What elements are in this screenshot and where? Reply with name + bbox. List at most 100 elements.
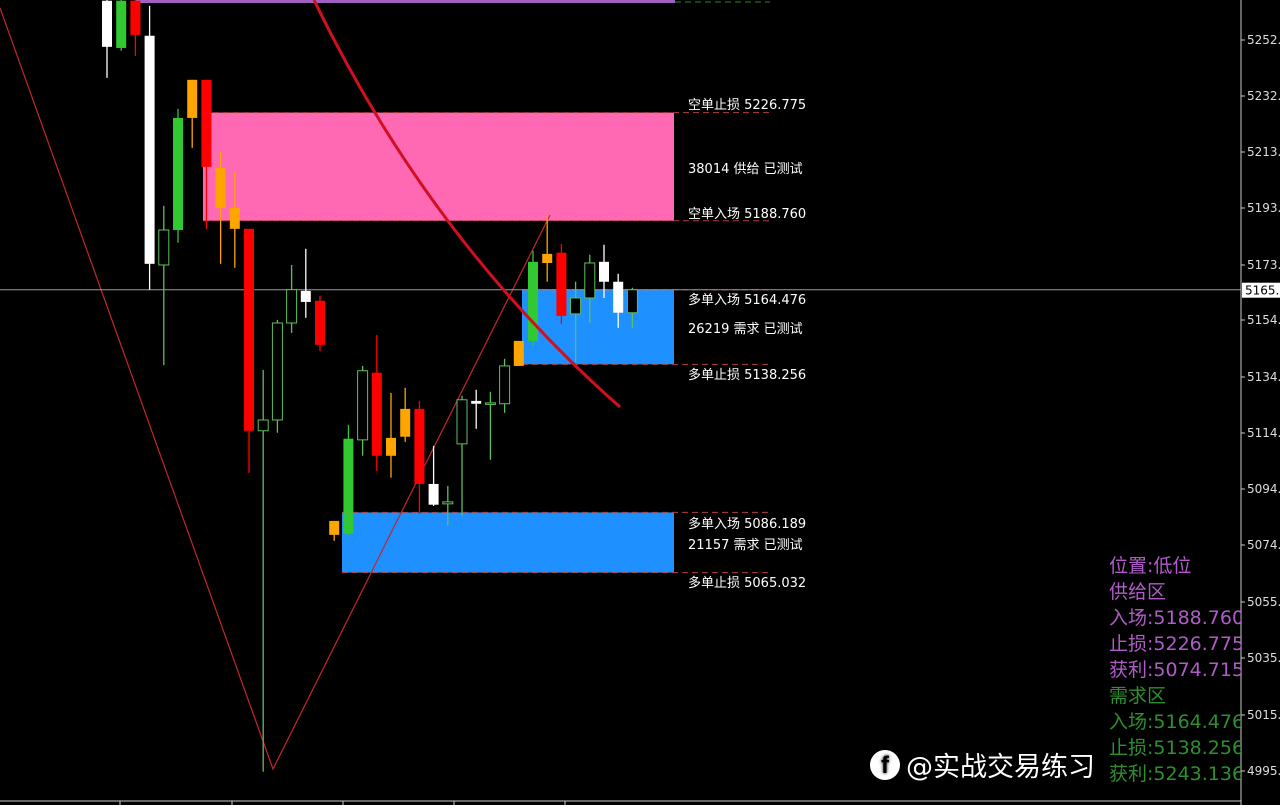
candle bbox=[414, 400, 425, 514]
supply-title: 供给区 bbox=[1109, 581, 1167, 603]
candle-body bbox=[371, 372, 382, 456]
candle-body bbox=[556, 252, 567, 316]
candle-body bbox=[428, 483, 439, 505]
candle bbox=[187, 79, 198, 148]
candle bbox=[499, 358, 511, 413]
price-axis-label: 5074. bbox=[1247, 538, 1280, 552]
zone-label: 空单止损 5226.775 bbox=[688, 98, 806, 113]
candle bbox=[542, 215, 553, 282]
candle-body bbox=[201, 79, 212, 167]
demand-target: 获利:5243.136 bbox=[1109, 763, 1241, 785]
candle-body bbox=[357, 370, 369, 441]
zone-label: 多单止损 5065.032 bbox=[688, 575, 806, 591]
candle bbox=[371, 334, 382, 471]
candle-body bbox=[471, 400, 482, 404]
supply-entry: 入场:5188.760 bbox=[1109, 607, 1241, 629]
current-price-badge bbox=[1242, 282, 1280, 298]
candle bbox=[144, 5, 155, 290]
price-axis-label: 5015. bbox=[1247, 708, 1280, 722]
price-axis-label: 5055. bbox=[1247, 595, 1280, 609]
candle bbox=[528, 250, 538, 346]
price-axis-label: 5154. bbox=[1247, 313, 1280, 327]
zone-label: 多单入场 5164.476 bbox=[688, 292, 806, 308]
candle bbox=[229, 171, 240, 268]
zone-label: 38014 供给 已测试 bbox=[688, 162, 803, 177]
candle-body bbox=[329, 520, 340, 535]
candle-body bbox=[400, 408, 411, 437]
price-axis-label: 5213. bbox=[1247, 145, 1280, 159]
candle bbox=[286, 264, 298, 333]
candle-body bbox=[343, 438, 354, 534]
current-price-label: 5165. bbox=[1245, 284, 1279, 298]
candle bbox=[626, 287, 638, 328]
position-text: 位置:低位 bbox=[1109, 555, 1192, 577]
watermark: f @实战交易练习 bbox=[870, 745, 1095, 784]
price-axis-label: 4995. bbox=[1247, 764, 1280, 778]
candle bbox=[471, 389, 482, 429]
candle-body bbox=[187, 79, 198, 118]
candle-body bbox=[528, 261, 538, 341]
candle-body bbox=[158, 229, 170, 266]
candle-body bbox=[116, 0, 127, 48]
candle-body bbox=[542, 253, 553, 263]
candle bbox=[556, 243, 567, 324]
candle-body bbox=[286, 289, 298, 324]
candle bbox=[599, 244, 609, 298]
candle bbox=[456, 395, 468, 516]
candle bbox=[201, 79, 212, 229]
candle bbox=[613, 273, 624, 328]
candle bbox=[484, 391, 496, 460]
top-zone-band bbox=[135, 0, 675, 3]
candle bbox=[315, 295, 325, 351]
candle bbox=[130, 0, 141, 56]
candle bbox=[386, 392, 396, 478]
candle-body bbox=[414, 408, 425, 484]
candle-body bbox=[442, 501, 454, 505]
candle bbox=[215, 151, 226, 264]
zone-label: 多单入场 5086.189 bbox=[688, 516, 806, 532]
candle-body bbox=[456, 399, 468, 445]
candle bbox=[116, 0, 127, 51]
candle bbox=[300, 248, 311, 318]
candle-body bbox=[584, 262, 596, 299]
trend-curve bbox=[312, 0, 621, 409]
zone-label: 21157 需求 已测试 bbox=[688, 538, 803, 553]
price-axis-label: 5252. bbox=[1247, 33, 1280, 47]
price-axis-label: 5035. bbox=[1247, 651, 1280, 665]
candle bbox=[343, 424, 354, 536]
candle-body bbox=[271, 322, 283, 421]
candle-body bbox=[215, 167, 226, 208]
zone-label: 26219 需求 已测试 bbox=[688, 322, 803, 337]
candle bbox=[158, 205, 170, 366]
candle bbox=[428, 445, 439, 506]
candle-body bbox=[613, 281, 624, 313]
candle-body bbox=[144, 35, 155, 264]
zone-supply bbox=[203, 112, 674, 221]
candle-body bbox=[173, 117, 183, 230]
price-axis-label: 5094. bbox=[1247, 482, 1280, 496]
candle bbox=[570, 281, 582, 362]
candle-body bbox=[626, 289, 638, 314]
candle bbox=[400, 387, 411, 442]
candle-body bbox=[229, 207, 240, 229]
candle-body bbox=[102, 0, 112, 47]
price-axis-label: 5173. bbox=[1247, 258, 1280, 272]
candle-body bbox=[244, 228, 254, 431]
zone-demand bbox=[342, 512, 674, 573]
candle bbox=[584, 254, 596, 323]
candle-body bbox=[300, 290, 311, 302]
price-axis-label: 5193. bbox=[1247, 201, 1280, 215]
candle-body bbox=[386, 437, 396, 456]
candle-body bbox=[570, 297, 582, 315]
demand-title: 需求区 bbox=[1109, 685, 1167, 707]
candle bbox=[513, 340, 524, 366]
candle bbox=[329, 520, 340, 541]
candle-body bbox=[484, 402, 496, 405]
zone-info-panel: 位置:低位 供给区 入场:5188.760 止损:5226.775 获利:507… bbox=[1109, 553, 1241, 787]
zone-label: 多单止损 5138.256 bbox=[688, 367, 806, 383]
candle bbox=[271, 319, 283, 433]
candle bbox=[357, 365, 369, 456]
demand-stop: 止损:5138.256 bbox=[1109, 737, 1241, 759]
price-axis-label: 5134. bbox=[1247, 370, 1280, 384]
